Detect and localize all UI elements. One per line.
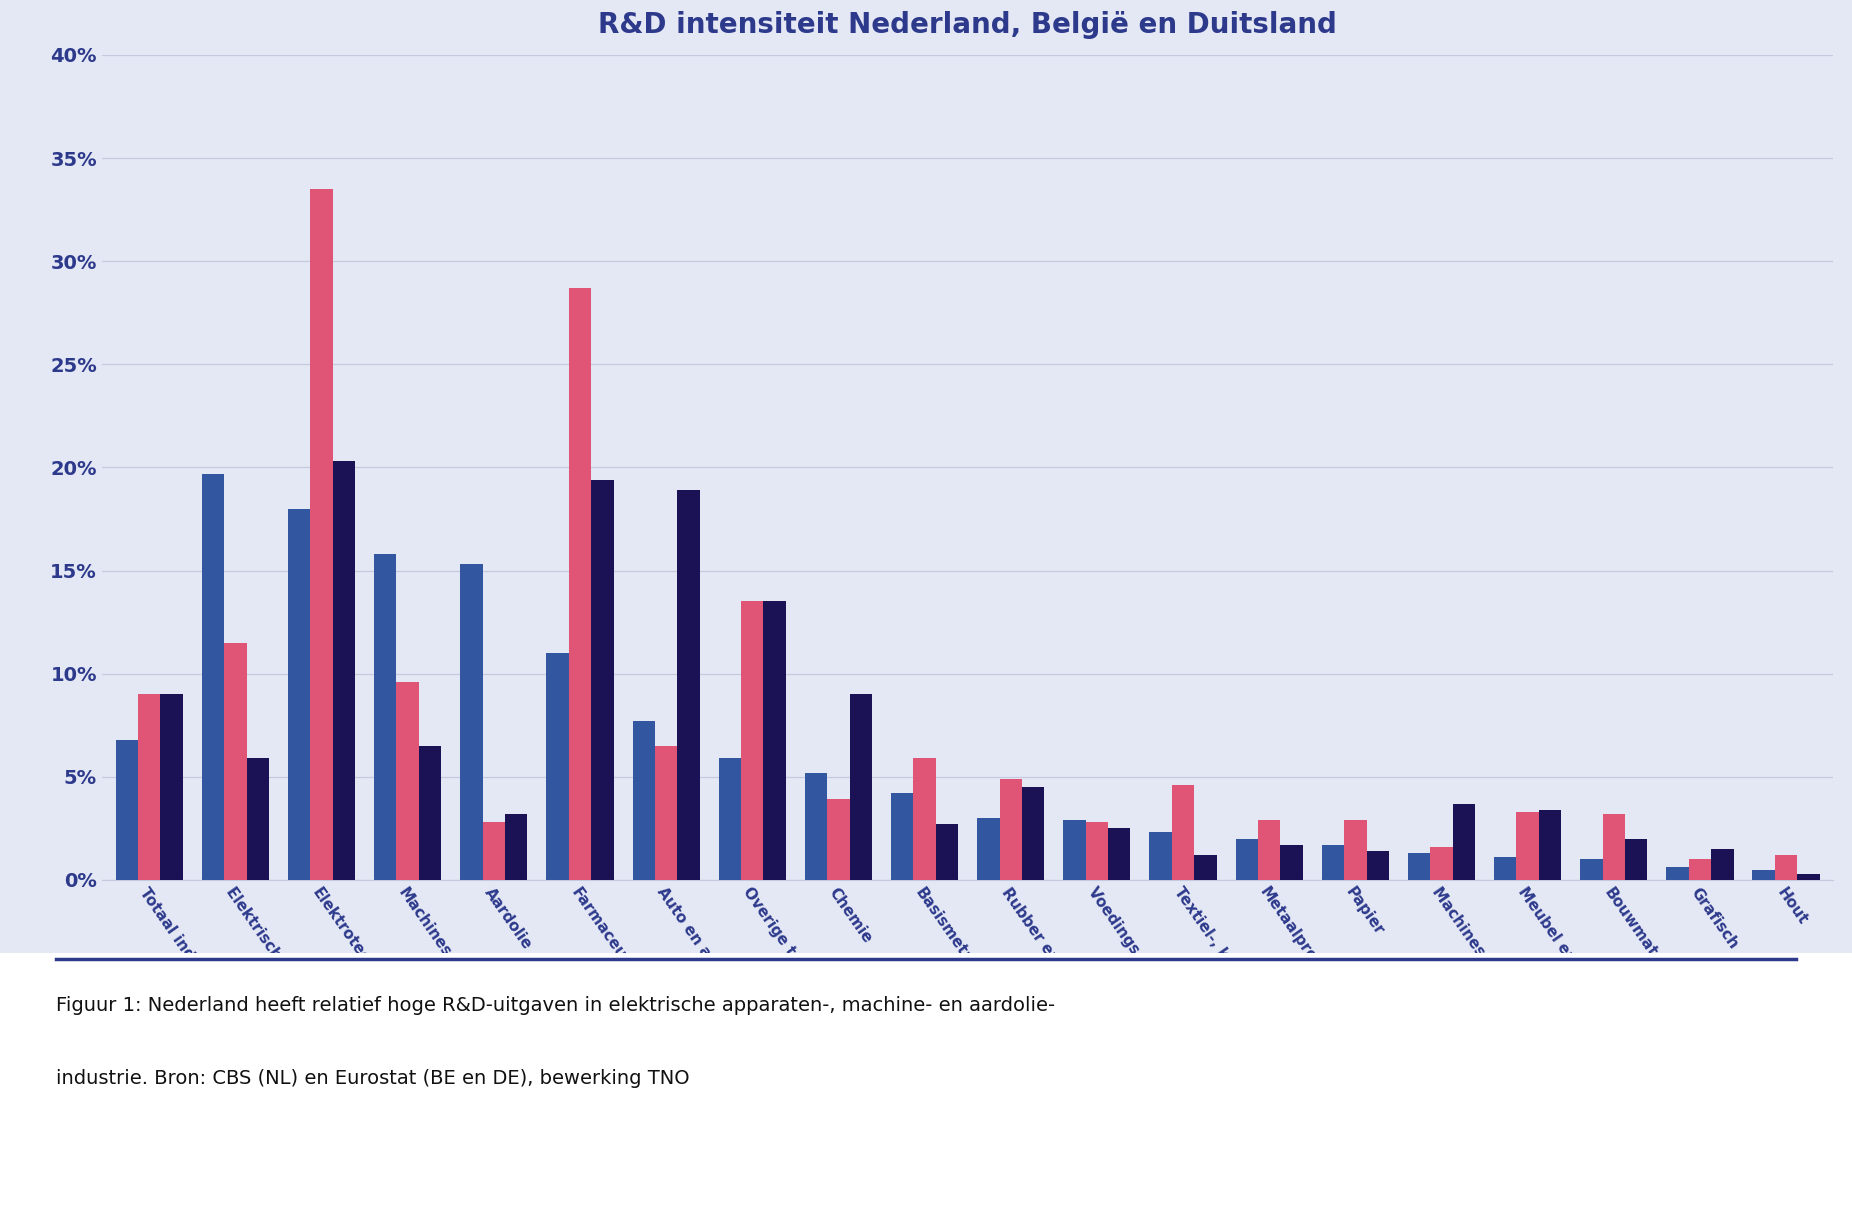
Bar xyxy=(1452,804,1474,880)
Bar xyxy=(1602,814,1624,880)
Bar xyxy=(1752,870,1774,880)
Bar xyxy=(483,822,506,880)
Bar xyxy=(396,682,419,880)
Text: Figuur 1: Nederland heeft relatief hoge R&D-uitgaven in elektrische apparaten-, : Figuur 1: Nederland heeft relatief hoge … xyxy=(56,996,1054,1015)
Bar xyxy=(224,643,246,880)
Bar xyxy=(1085,822,1107,880)
Bar xyxy=(891,793,913,880)
Bar xyxy=(1667,868,1689,880)
Bar xyxy=(1235,838,1258,880)
Bar xyxy=(1195,855,1217,880)
Bar xyxy=(569,288,591,880)
Bar xyxy=(246,758,269,880)
Bar xyxy=(1517,811,1539,880)
Text: industrie. Bron: CBS (NL) en Eurostat (BE en DE), bewerking TNO: industrie. Bron: CBS (NL) en Eurostat (B… xyxy=(56,1069,689,1089)
Bar xyxy=(1063,820,1085,880)
Bar xyxy=(1322,844,1345,880)
Bar xyxy=(1345,820,1367,880)
Bar xyxy=(591,480,613,880)
Bar xyxy=(139,694,161,880)
Bar xyxy=(1539,810,1561,880)
Bar xyxy=(1150,832,1172,880)
Bar xyxy=(1430,847,1452,880)
Bar xyxy=(1367,851,1389,880)
Bar xyxy=(1172,785,1195,880)
Bar xyxy=(678,490,700,880)
Bar xyxy=(461,565,483,880)
Bar xyxy=(506,814,528,880)
Bar xyxy=(741,601,763,880)
Bar xyxy=(374,554,396,880)
Bar xyxy=(850,694,872,880)
Bar xyxy=(1408,853,1430,880)
Bar xyxy=(1711,849,1733,880)
Bar xyxy=(1774,855,1796,880)
Bar xyxy=(1689,859,1711,880)
Bar xyxy=(1107,829,1130,880)
Bar xyxy=(1580,859,1602,880)
Bar xyxy=(115,739,139,880)
Bar xyxy=(633,721,656,880)
Bar xyxy=(419,745,441,880)
Bar xyxy=(161,694,183,880)
Bar xyxy=(978,818,1000,880)
Bar xyxy=(935,824,957,880)
Bar xyxy=(202,474,224,880)
Bar xyxy=(546,653,569,880)
Bar xyxy=(1624,838,1648,880)
Bar xyxy=(1022,787,1045,880)
Bar xyxy=(1796,874,1821,880)
Bar xyxy=(333,461,356,880)
Bar xyxy=(1000,778,1022,880)
Bar xyxy=(1258,820,1280,880)
Title: R&D intensiteit Nederland, België en Duitsland: R&D intensiteit Nederland, België en Dui… xyxy=(598,11,1337,39)
Bar xyxy=(1495,857,1517,880)
Bar xyxy=(656,745,678,880)
Bar xyxy=(719,758,741,880)
Bar xyxy=(763,601,785,880)
Bar xyxy=(828,799,850,880)
Bar xyxy=(1280,844,1302,880)
Bar xyxy=(311,189,333,880)
Bar xyxy=(806,772,828,880)
Bar xyxy=(913,758,935,880)
Bar xyxy=(287,508,311,880)
